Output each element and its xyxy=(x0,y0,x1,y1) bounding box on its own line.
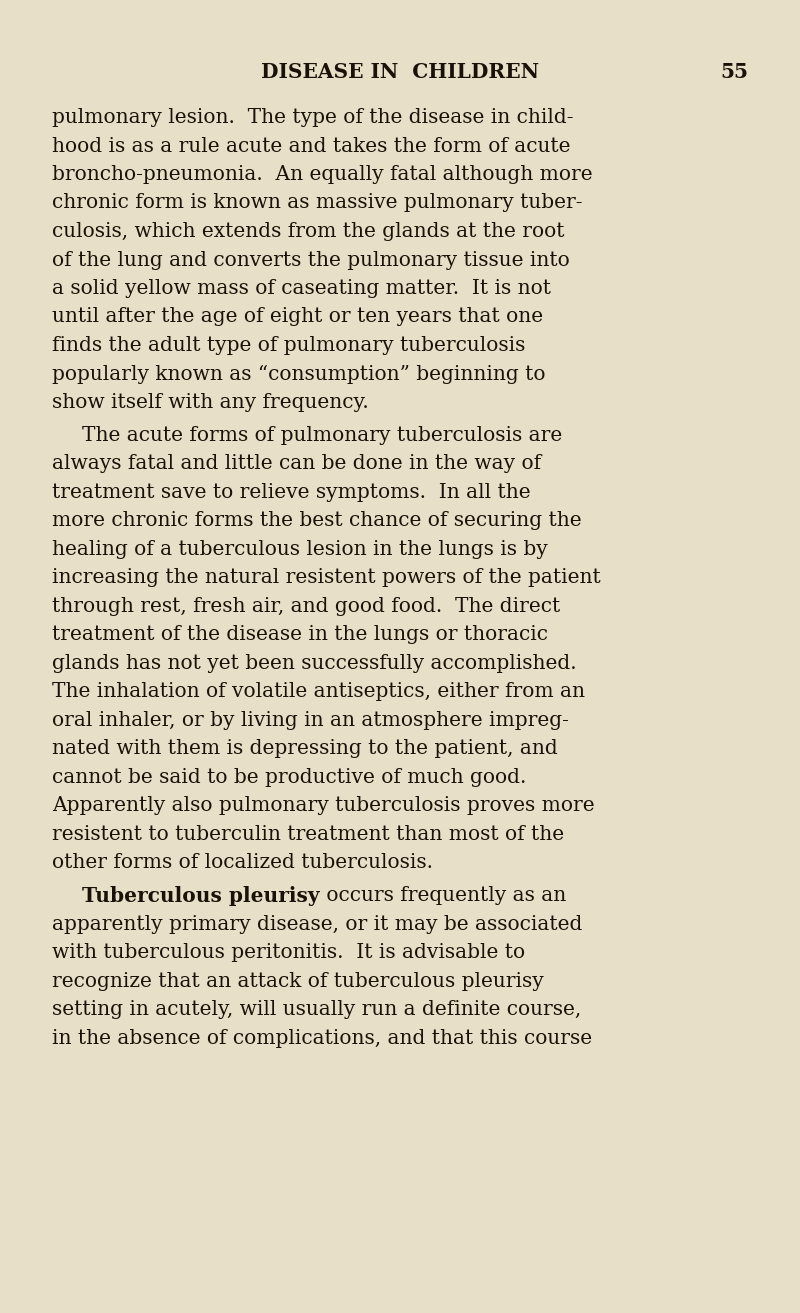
Text: hood is as a rule acute and takes the form of acute: hood is as a rule acute and takes the fo… xyxy=(52,137,570,155)
Text: setting in acutely, will usually run a definite course,: setting in acutely, will usually run a d… xyxy=(52,1001,582,1019)
Text: DISEASE IN  CHILDREN: DISEASE IN CHILDREN xyxy=(261,62,539,81)
Text: finds the adult type of pulmonary tuberculosis: finds the adult type of pulmonary tuberc… xyxy=(52,336,526,355)
Text: The inhalation of volatile antiseptics, either from an: The inhalation of volatile antiseptics, … xyxy=(52,683,585,701)
Text: of the lung and converts the pulmonary tissue into: of the lung and converts the pulmonary t… xyxy=(52,251,570,269)
Text: cannot be said to be productive of much good.: cannot be said to be productive of much … xyxy=(52,768,526,786)
Text: Apparently also pulmonary tuberculosis proves more: Apparently also pulmonary tuberculosis p… xyxy=(52,796,594,815)
Text: in the absence of complications, and that this course: in the absence of complications, and tha… xyxy=(52,1028,592,1048)
Text: treatment of the disease in the lungs or thoracic: treatment of the disease in the lungs or… xyxy=(52,625,548,645)
Text: show itself with any frequency.: show itself with any frequency. xyxy=(52,393,369,412)
Text: a solid yellow mass of caseating matter.  It is not: a solid yellow mass of caseating matter.… xyxy=(52,278,551,298)
Text: The acute forms of pulmonary tuberculosis are: The acute forms of pulmonary tuberculosi… xyxy=(82,425,562,445)
Text: healing of a tuberculous lesion in the lungs is by: healing of a tuberculous lesion in the l… xyxy=(52,540,548,559)
Text: Tuberculous pleurisy: Tuberculous pleurisy xyxy=(82,886,319,906)
Text: with tuberculous peritonitis.  It is advisable to: with tuberculous peritonitis. It is advi… xyxy=(52,943,525,962)
Text: oral inhaler, or by living in an atmosphere impreg-: oral inhaler, or by living in an atmosph… xyxy=(52,710,569,730)
Text: culosis, which extends from the glands at the root: culosis, which extends from the glands a… xyxy=(52,222,565,242)
Text: popularly known as “consumption” beginning to: popularly known as “consumption” beginni… xyxy=(52,365,546,383)
Text: occurs frequently as an: occurs frequently as an xyxy=(319,886,566,905)
Text: resistent to tuberculin treatment than most of the: resistent to tuberculin treatment than m… xyxy=(52,825,564,844)
Text: until after the age of eight or ten years that one: until after the age of eight or ten year… xyxy=(52,307,543,327)
Text: always fatal and little can be done in the way of: always fatal and little can be done in t… xyxy=(52,454,541,473)
Text: 55: 55 xyxy=(720,62,748,81)
Text: through rest, fresh air, and good food.  The direct: through rest, fresh air, and good food. … xyxy=(52,597,560,616)
Text: recognize that an attack of tuberculous pleurisy: recognize that an attack of tuberculous … xyxy=(52,972,544,990)
Text: broncho-pneumonia.  An equally fatal although more: broncho-pneumonia. An equally fatal alth… xyxy=(52,165,593,184)
Text: other forms of localized tuberculosis.: other forms of localized tuberculosis. xyxy=(52,853,433,872)
Text: more chronic forms the best chance of securing the: more chronic forms the best chance of se… xyxy=(52,511,582,530)
Text: treatment save to relieve symptoms.  In all the: treatment save to relieve symptoms. In a… xyxy=(52,483,530,502)
Text: apparently primary disease, or it may be associated: apparently primary disease, or it may be… xyxy=(52,915,582,934)
Text: glands has not yet been successfully accomplished.: glands has not yet been successfully acc… xyxy=(52,654,577,672)
Text: nated with them is depressing to the patient, and: nated with them is depressing to the pat… xyxy=(52,739,558,759)
Text: increasing the natural resistent powers of the patient: increasing the natural resistent powers … xyxy=(52,569,601,587)
Text: chronic form is known as massive pulmonary tuber-: chronic form is known as massive pulmona… xyxy=(52,193,582,213)
Text: pulmonary lesion.  The type of the disease in child-: pulmonary lesion. The type of the diseas… xyxy=(52,108,574,127)
